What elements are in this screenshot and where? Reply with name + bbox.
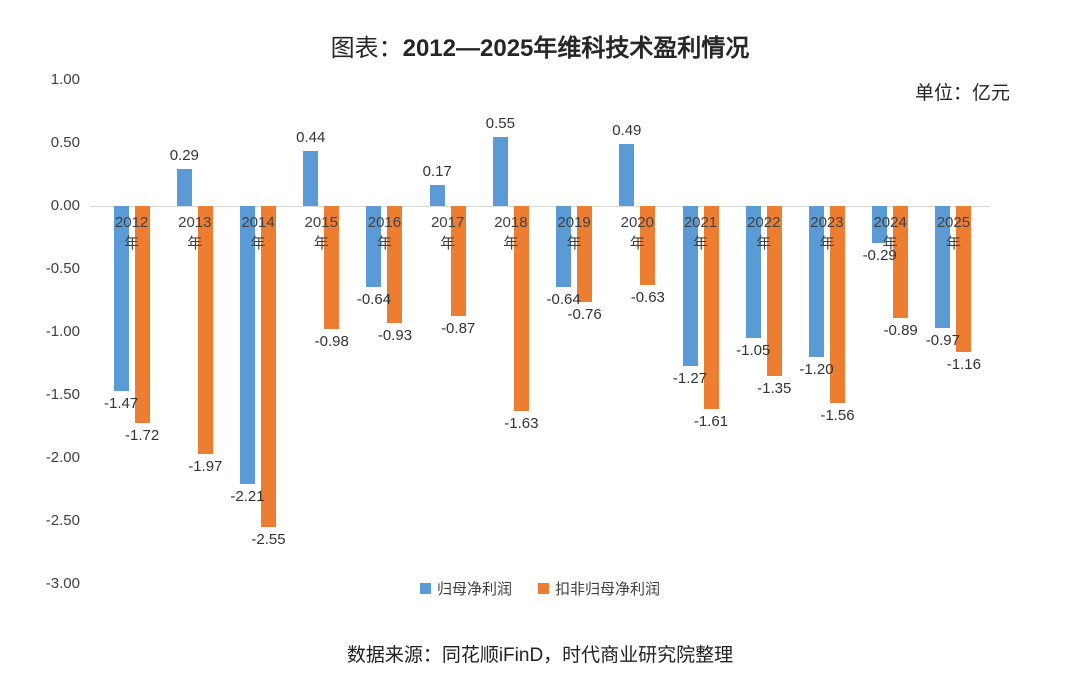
- bar-扣非归母净利润-2018年: [513, 206, 529, 412]
- bar-归母净利润-2015年: [303, 150, 319, 206]
- y-axis-tick-label: 1.00: [50, 71, 80, 88]
- data-label-归母净利润-2021年: -1.27: [672, 370, 708, 388]
- bar-扣非归母净利润-2013年: [197, 206, 213, 455]
- bar-扣非归母净利润-2017年: [450, 206, 466, 316]
- chart-legend: 归母净利润 扣非归母净利润: [0, 578, 1080, 599]
- bar-归母净利润-2018年: [492, 136, 508, 206]
- bar-扣非归母净利润-2024年: [893, 206, 909, 319]
- chart-title-main: 2012—2025年维科技术盈利情况: [402, 35, 750, 62]
- y-axis-tick-label: -1.50: [45, 386, 80, 403]
- source-note: 数据来源：同花顺iFinD，时代商业研究院整理: [346, 645, 734, 666]
- data-label-扣非归母净利润-2022年: -1.35: [757, 380, 792, 398]
- data-label-扣非归母净利润-2020年: -0.63: [630, 289, 665, 307]
- legend-item: 归母净利润: [419, 578, 512, 599]
- data-label-归母净利润-2017年: 0.17: [422, 162, 452, 180]
- x-axis-category-label: 2013 年: [178, 214, 212, 252]
- bar-归母净利润-2019年: [556, 206, 572, 287]
- y-axis-tick-label: 0.00: [50, 197, 80, 214]
- data-label-扣非归母净利润-2024年: -0.89: [883, 322, 918, 340]
- y-axis-tick-label: -1.00: [45, 323, 80, 340]
- data-label-归母净利润-2023年: -1.20: [799, 361, 834, 379]
- chart-title: 图表：2012—2025年维科技术盈利情况: [0, 28, 1080, 63]
- data-label-扣非归母净利润-2016年: -0.93: [377, 327, 413, 345]
- bar-归母净利润-2013年: [176, 169, 192, 206]
- x-axis-category-label: 2014 年: [241, 214, 275, 252]
- x-axis-category-label: 2015 年: [304, 214, 338, 252]
- data-label-归母净利润-2013年: 0.29: [169, 147, 199, 165]
- x-axis-category-label: 2025 年: [936, 214, 971, 252]
- data-label-归母净利润-2016年: -0.64: [356, 290, 392, 308]
- unit-label: 单位：亿元: [914, 83, 1010, 104]
- data-label-归母净利润-2025年: -0.97: [925, 332, 960, 350]
- bar-归母净利润-2024年: [872, 206, 888, 243]
- chart-title-prefix: 图表：: [330, 35, 403, 62]
- bar-归母净利润-2012年: [113, 206, 129, 392]
- bar-扣非归母净利润-2015年: [324, 206, 340, 330]
- data-label-扣非归母净利润-2017年: -0.87: [441, 319, 476, 337]
- x-axis-category-label: 2020 年: [620, 214, 654, 252]
- y-axis-tick-label: -0.50: [45, 260, 80, 277]
- data-label-归母净利润-2020年: 0.49: [612, 122, 642, 140]
- bar-扣非归母净利润-2019年: [577, 206, 593, 302]
- bar-归母净利润-2016年: [366, 206, 382, 287]
- legend-swatch-icon: [419, 583, 431, 594]
- legend-label: 归母净利润: [436, 581, 512, 598]
- bar-扣非归母净利润-2025年: [956, 206, 972, 353]
- x-axis-category-label: 2017 年: [430, 214, 465, 252]
- bar-归母净利润-2020年: [619, 144, 635, 206]
- data-label-扣非归母净利润-2015年: -0.98: [314, 333, 349, 351]
- bar-扣非归母净利润-2023年: [829, 206, 845, 403]
- data-label-扣非归母净利润-2023年: -1.56: [820, 406, 855, 424]
- y-axis-tick-label: -2.50: [45, 512, 80, 529]
- bar-归母净利润-2021年: [682, 206, 698, 367]
- data-label-归母净利润-2014年: -2.21: [230, 488, 265, 506]
- zero-axis-line: [90, 206, 990, 207]
- bar-归母净利润-2023年: [808, 206, 824, 358]
- x-axis-category-label: 2018 年: [494, 214, 528, 252]
- bar-扣非归母净利润-2022年: [766, 206, 782, 377]
- bar-归母净利润-2014年: [240, 206, 256, 485]
- data-label-扣非归母净利润-2021年: -1.61: [693, 412, 729, 430]
- y-axis-tick-label: 0.50: [50, 134, 80, 151]
- data-label-归母净利润-2012年: -1.47: [103, 395, 139, 413]
- x-axis-category-label: 2019 年: [557, 214, 591, 252]
- bar-扣非归母净利润-2016年: [387, 206, 403, 324]
- legend-label: 扣非归母净利润: [555, 581, 661, 598]
- y-axis-tick-label: -3.00: [45, 575, 80, 592]
- x-axis-category-label: 2022 年: [747, 214, 781, 252]
- x-axis-category-label: 2024 年: [873, 214, 907, 252]
- y-axis-tick-label: -2.00: [45, 449, 80, 466]
- bar-归母净利润-2017年: [429, 184, 445, 206]
- bar-扣非归母净利润-2020年: [640, 206, 656, 286]
- bar-归母净利润-2022年: [745, 206, 761, 339]
- legend-swatch-icon: [538, 583, 549, 594]
- x-axis-category-label: 2023 年: [810, 214, 844, 252]
- data-label-归母净利润-2018年: 0.55: [485, 114, 515, 132]
- legend-item: 扣非归母净利润: [538, 578, 660, 599]
- data-label-扣非归母净利润-2025年: -1.16: [946, 356, 981, 374]
- data-label-归母净利润-2015年: 0.44: [296, 128, 326, 146]
- data-label-归母净利润-2022年: -1.05: [736, 342, 771, 360]
- bar-扣非归母净利润-2012年: [134, 206, 150, 423]
- bar-归母净利润-2025年: [935, 206, 951, 329]
- data-label-扣非归母净利润-2013年: -1.97: [188, 458, 223, 476]
- bar-扣非归母净利润-2014年: [261, 206, 277, 528]
- data-label-归母净利润-2024年: -0.29: [862, 246, 897, 264]
- data-label-扣非归母净利润-2012年: -1.72: [124, 426, 160, 444]
- data-label-扣非归母净利润-2018年: -1.63: [504, 415, 539, 433]
- x-axis-category-label: 2021 年: [683, 214, 718, 252]
- x-axis-category-label: 2012 年: [114, 214, 149, 252]
- bar-扣非归母净利润-2021年: [703, 206, 719, 409]
- data-label-扣非归母净利润-2014年: -2.55: [251, 531, 286, 549]
- x-axis-category-label: 2016 年: [367, 214, 402, 252]
- data-label-归母净利润-2019年: -0.64: [546, 290, 581, 308]
- data-label-扣非归母净利润-2019年: -0.76: [567, 305, 602, 323]
